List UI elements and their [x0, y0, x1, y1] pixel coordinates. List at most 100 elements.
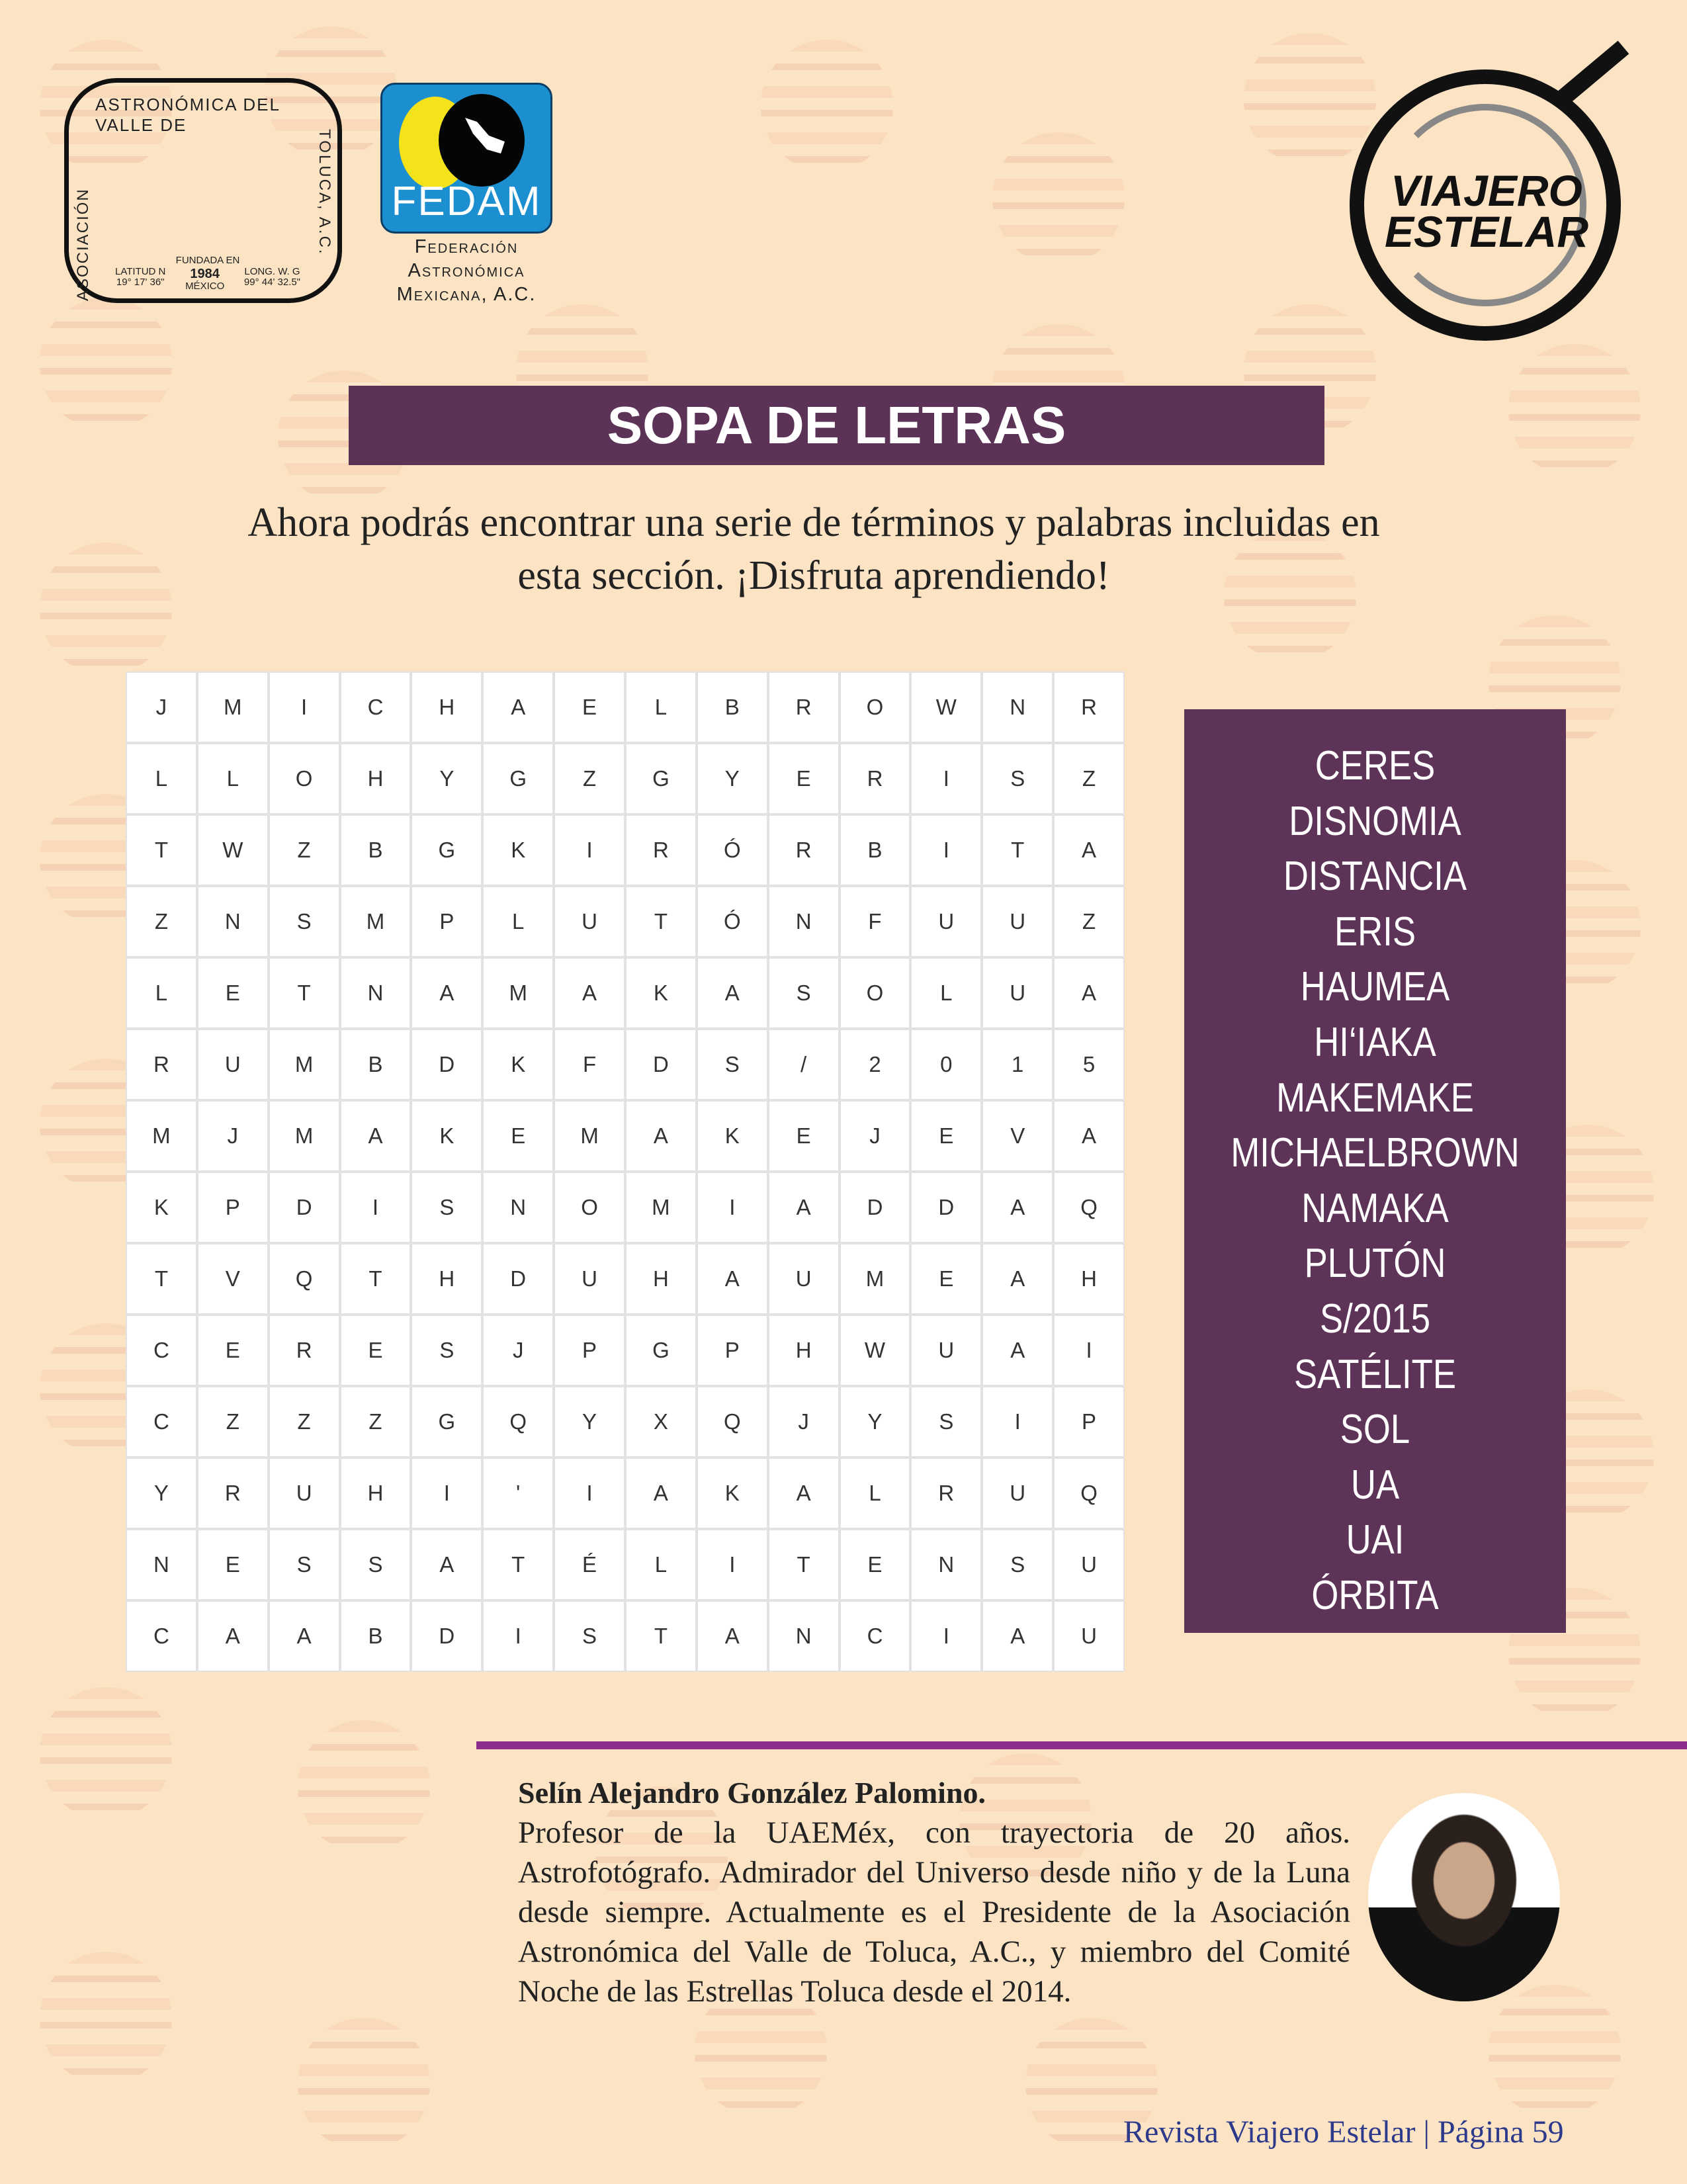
grid-cell[interactable]: E — [198, 959, 267, 1027]
grid-cell[interactable]: É — [555, 1530, 624, 1599]
grid-cell[interactable]: A — [1055, 1102, 1123, 1170]
grid-cell[interactable]: U — [1055, 1602, 1123, 1671]
grid-cell[interactable]: A — [983, 1245, 1053, 1313]
grid-cell[interactable]: Q — [484, 1387, 553, 1456]
grid-cell[interactable]: M — [127, 1102, 196, 1170]
grid-cell[interactable]: H — [341, 1459, 410, 1528]
grid-cell[interactable]: / — [769, 1030, 838, 1099]
grid-cell[interactable]: V — [983, 1102, 1053, 1170]
grid-cell[interactable]: I — [412, 1459, 482, 1528]
grid-cell[interactable]: I — [912, 744, 981, 813]
grid-cell[interactable]: U — [555, 1245, 624, 1313]
grid-cell[interactable]: E — [840, 1530, 910, 1599]
grid-cell[interactable]: M — [626, 1173, 695, 1242]
grid-cell[interactable]: Y — [412, 744, 482, 813]
grid-cell[interactable]: Q — [1055, 1173, 1123, 1242]
grid-cell[interactable]: W — [912, 673, 981, 742]
grid-cell[interactable]: L — [912, 959, 981, 1027]
grid-cell[interactable]: Z — [198, 1387, 267, 1456]
grid-cell[interactable]: 2 — [840, 1030, 910, 1099]
grid-cell[interactable]: U — [912, 1316, 981, 1385]
grid-cell[interactable]: Z — [127, 887, 196, 956]
grid-cell[interactable]: G — [412, 816, 482, 885]
grid-cell[interactable]: F — [555, 1030, 624, 1099]
grid-cell[interactable]: R — [626, 816, 695, 885]
grid-cell[interactable]: T — [127, 816, 196, 885]
grid-cell[interactable]: A — [983, 1316, 1053, 1385]
grid-cell[interactable]: E — [198, 1316, 267, 1385]
grid-cell[interactable]: N — [484, 1173, 553, 1242]
grid-cell[interactable]: B — [341, 816, 410, 885]
grid-cell[interactable]: H — [769, 1316, 838, 1385]
grid-cell[interactable]: R — [769, 816, 838, 885]
grid-cell[interactable]: J — [484, 1316, 553, 1385]
grid-cell[interactable]: A — [198, 1602, 267, 1671]
grid-cell[interactable]: B — [697, 673, 767, 742]
grid-cell[interactable]: U — [769, 1245, 838, 1313]
grid-cell[interactable]: Y — [555, 1387, 624, 1456]
grid-cell[interactable]: A — [412, 1530, 482, 1599]
grid-cell[interactable]: L — [127, 959, 196, 1027]
grid-cell[interactable]: F — [840, 887, 910, 956]
grid-cell[interactable]: O — [555, 1173, 624, 1242]
grid-cell[interactable]: R — [198, 1459, 267, 1528]
grid-cell[interactable]: R — [769, 673, 838, 742]
grid-cell[interactable]: 0 — [912, 1030, 981, 1099]
grid-cell[interactable]: P — [412, 887, 482, 956]
grid-cell[interactable]: U — [983, 1459, 1053, 1528]
grid-cell[interactable]: B — [341, 1030, 410, 1099]
grid-cell[interactable]: M — [555, 1102, 624, 1170]
grid-cell[interactable]: Z — [341, 1387, 410, 1456]
grid-cell[interactable]: Y — [840, 1387, 910, 1456]
grid-cell[interactable]: K — [626, 959, 695, 1027]
grid-cell[interactable]: E — [769, 744, 838, 813]
grid-cell[interactable]: T — [626, 1602, 695, 1671]
grid-cell[interactable]: 5 — [1055, 1030, 1123, 1099]
grid-cell[interactable]: P — [1055, 1387, 1123, 1456]
grid-cell[interactable]: I — [555, 816, 624, 885]
grid-cell[interactable]: Z — [1055, 887, 1123, 956]
grid-cell[interactable]: W — [198, 816, 267, 885]
grid-cell[interactable]: E — [912, 1102, 981, 1170]
grid-cell[interactable]: S — [983, 744, 1053, 813]
grid-cell[interactable]: Q — [1055, 1459, 1123, 1528]
grid-cell[interactable]: A — [626, 1102, 695, 1170]
grid-cell[interactable]: D — [912, 1173, 981, 1242]
grid-cell[interactable]: Z — [269, 816, 339, 885]
grid-cell[interactable]: D — [484, 1245, 553, 1313]
grid-cell[interactable]: I — [341, 1173, 410, 1242]
grid-cell[interactable]: G — [484, 744, 553, 813]
grid-cell[interactable]: U — [269, 1459, 339, 1528]
grid-cell[interactable]: U — [983, 959, 1053, 1027]
grid-cell[interactable]: ' — [484, 1459, 553, 1528]
grid-cell[interactable]: A — [1055, 816, 1123, 885]
grid-cell[interactable]: J — [198, 1102, 267, 1170]
grid-cell[interactable]: N — [341, 959, 410, 1027]
grid-cell[interactable]: U — [912, 887, 981, 956]
grid-cell[interactable]: C — [341, 673, 410, 742]
grid-cell[interactable]: L — [840, 1459, 910, 1528]
grid-cell[interactable]: R — [840, 744, 910, 813]
grid-cell[interactable]: I — [269, 673, 339, 742]
grid-cell[interactable]: J — [840, 1102, 910, 1170]
grid-cell[interactable]: S — [341, 1530, 410, 1599]
grid-cell[interactable]: S — [269, 1530, 339, 1599]
grid-cell[interactable]: Q — [269, 1245, 339, 1313]
grid-cell[interactable]: K — [484, 1030, 553, 1099]
grid-cell[interactable]: Y — [697, 744, 767, 813]
grid-cell[interactable]: N — [983, 673, 1053, 742]
grid-cell[interactable]: I — [912, 816, 981, 885]
grid-cell[interactable]: M — [341, 887, 410, 956]
grid-cell[interactable]: G — [626, 744, 695, 813]
grid-cell[interactable]: M — [198, 673, 267, 742]
grid-cell[interactable]: L — [198, 744, 267, 813]
grid-cell[interactable]: I — [555, 1459, 624, 1528]
grid-cell[interactable]: C — [127, 1602, 196, 1671]
grid-cell[interactable]: B — [840, 816, 910, 885]
grid-cell[interactable]: O — [840, 959, 910, 1027]
grid-cell[interactable]: A — [983, 1173, 1053, 1242]
grid-cell[interactable]: N — [769, 1602, 838, 1671]
grid-cell[interactable]: R — [127, 1030, 196, 1099]
grid-cell[interactable]: T — [341, 1245, 410, 1313]
grid-cell[interactable]: M — [269, 1102, 339, 1170]
